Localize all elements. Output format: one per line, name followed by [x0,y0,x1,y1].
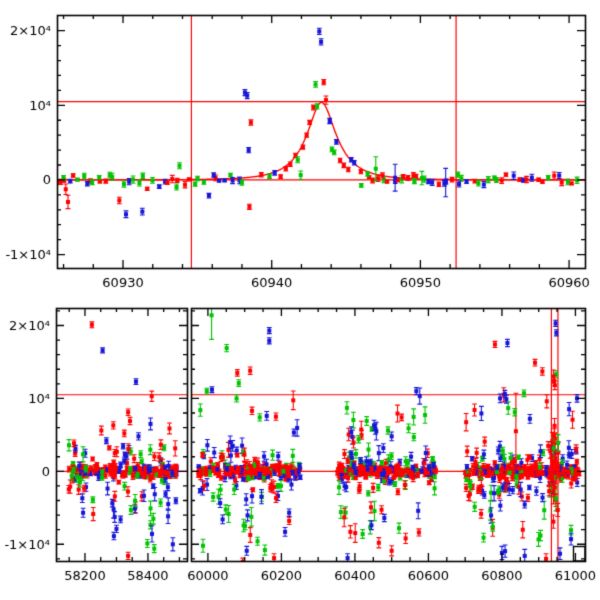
light-curve-canvas [0,0,600,600]
light-curve-figure [0,0,600,600]
